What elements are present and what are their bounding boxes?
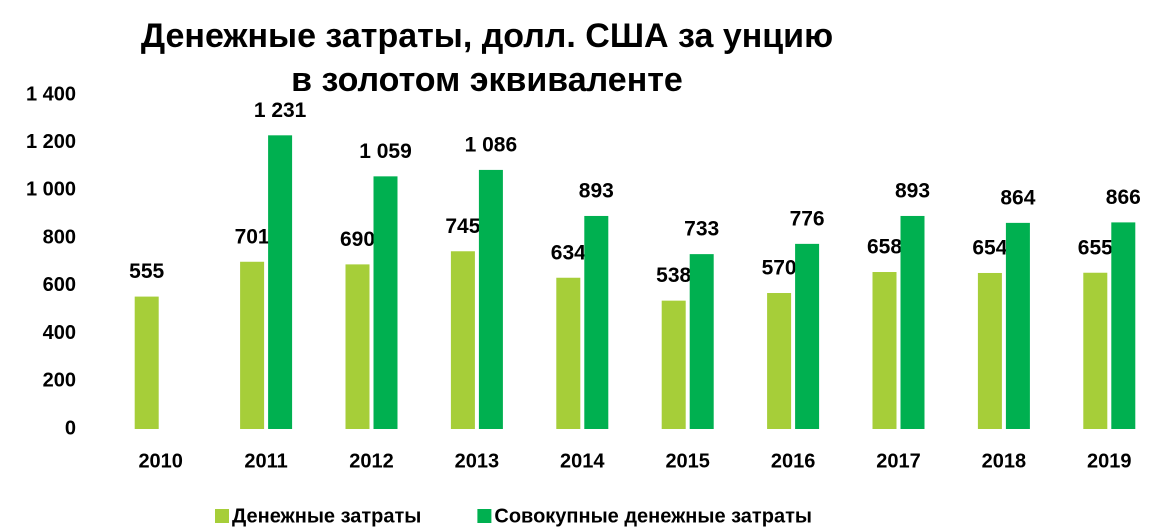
data-label: 654 [972, 237, 1007, 260]
data-label: 733 [684, 218, 719, 241]
data-label: 893 [579, 180, 614, 203]
y-tick-label: 1 200 [26, 131, 76, 153]
bar [1083, 272, 1108, 429]
x-tick-label: 2014 [560, 450, 605, 472]
data-label: 570 [762, 257, 797, 280]
y-tick-label: 200 [43, 370, 76, 392]
data-label: 893 [895, 180, 930, 203]
bar [900, 215, 925, 429]
data-label: 745 [445, 215, 480, 238]
bar [268, 135, 293, 429]
legend-swatch [215, 509, 229, 523]
data-label: 655 [1078, 236, 1113, 259]
bar [767, 293, 792, 429]
y-tick-label: 800 [43, 226, 76, 248]
bar [584, 215, 609, 429]
bar [689, 254, 714, 429]
bar [345, 264, 370, 429]
x-tick-label: 2018 [982, 450, 1027, 472]
x-tick-label: 2011 [244, 450, 287, 472]
y-tick-label: 1 000 [26, 179, 76, 201]
legend-label: Денежные затраты [232, 505, 421, 527]
data-label: 866 [1106, 186, 1141, 209]
data-label: 634 [551, 241, 586, 264]
bar [134, 296, 159, 429]
x-tick-label: 2019 [1087, 450, 1132, 472]
chart-title: Денежные затраты, долл. США за унцию в з… [140, 17, 834, 99]
data-label: 701 [235, 225, 270, 248]
bar [795, 243, 820, 429]
x-tick-label: 2012 [349, 450, 394, 472]
bar [556, 277, 581, 429]
data-label: 776 [790, 207, 825, 230]
legend-swatch [477, 509, 492, 523]
y-tick-label: 400 [43, 322, 76, 344]
bar [872, 272, 897, 429]
bar [478, 169, 503, 429]
bar [977, 272, 1002, 429]
y-tick-label: 0 [65, 417, 76, 439]
y-tick-label: 600 [43, 274, 76, 296]
data-label: 1 059 [359, 140, 412, 163]
bar [1005, 222, 1030, 429]
legend-label: Совокупные денежные затраты [494, 505, 812, 527]
x-tick-label: 2013 [455, 450, 500, 472]
bar [661, 300, 686, 429]
bar [373, 176, 398, 429]
x-tick-label: 2017 [876, 450, 921, 472]
data-label: 555 [129, 260, 164, 283]
x-tick-label: 2016 [771, 450, 816, 472]
bar [240, 261, 265, 429]
x-tick-label: 2010 [138, 450, 183, 472]
data-label: 658 [867, 236, 902, 259]
bar [450, 251, 475, 429]
data-label: 538 [656, 264, 691, 287]
y-tick-label: 1 400 [26, 83, 76, 105]
data-label: 864 [1000, 186, 1035, 209]
data-label: 1 231 [254, 99, 307, 122]
x-tick-label: 2015 [665, 450, 710, 472]
data-label: 690 [340, 228, 375, 251]
bar [1111, 222, 1136, 429]
data-label: 1 086 [465, 133, 518, 156]
